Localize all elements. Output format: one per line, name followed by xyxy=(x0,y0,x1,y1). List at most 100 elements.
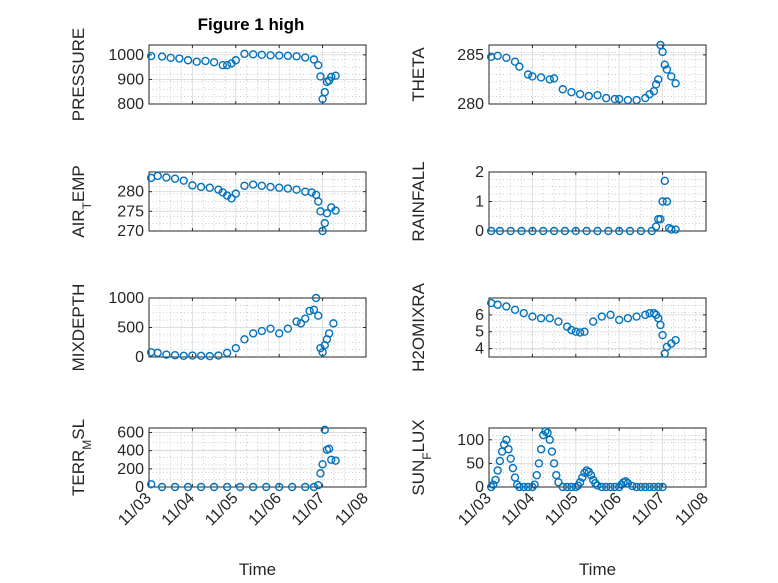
axes-frame xyxy=(488,297,707,358)
y-tick-label: 1 xyxy=(475,194,484,211)
data-point xyxy=(645,482,654,492)
data-point xyxy=(502,435,511,444)
y-tick-label: 280 xyxy=(457,96,484,113)
data-point xyxy=(517,226,526,236)
data-point xyxy=(615,315,624,325)
data-point xyxy=(183,56,193,65)
y-tick-label: 1000 xyxy=(108,290,144,307)
data-point xyxy=(656,214,665,224)
data-point xyxy=(588,317,598,326)
data-point xyxy=(510,57,520,66)
x-tick-label: 11/06 xyxy=(586,490,626,530)
data-point xyxy=(506,226,515,236)
data-point xyxy=(601,93,611,103)
data-point xyxy=(515,482,524,492)
data-point xyxy=(597,482,607,492)
data-point xyxy=(567,325,576,335)
ylabel: RAINFALL xyxy=(409,161,428,241)
data-point xyxy=(523,70,533,79)
data-point xyxy=(320,218,329,228)
y-tick-label: 200 xyxy=(117,461,144,478)
data-point xyxy=(623,314,633,323)
y-tick-label: 285 xyxy=(457,47,484,64)
data-point xyxy=(257,181,267,190)
data-point xyxy=(554,478,563,487)
data-point xyxy=(146,480,156,489)
data-point xyxy=(562,482,572,492)
data-point xyxy=(324,329,334,338)
data-point xyxy=(307,188,316,197)
ylabel: PRESSURE xyxy=(69,28,88,122)
y-tick-label: 800 xyxy=(117,96,144,113)
ylabel: SUNFLUX xyxy=(409,419,434,495)
data-point xyxy=(658,482,667,492)
data-point xyxy=(311,293,321,303)
data-point xyxy=(671,335,680,345)
data-point xyxy=(549,459,559,468)
data-point xyxy=(495,456,505,466)
axes-frame xyxy=(148,44,367,105)
data-point xyxy=(493,300,502,309)
y-tick-label: 600 xyxy=(117,425,144,442)
subplot-air-temp: 270 275 280 AIRTEMP xyxy=(69,165,367,240)
data-point xyxy=(606,310,615,320)
data-point xyxy=(491,475,500,485)
data-point xyxy=(166,53,175,62)
data-point xyxy=(671,79,680,88)
data-point xyxy=(314,197,323,206)
subplot-h2omixra: 456 H2OMIXRA xyxy=(409,282,707,372)
y-tick-label: 400 xyxy=(117,443,144,460)
data-point xyxy=(318,226,327,236)
data-point xyxy=(288,482,297,492)
data-point xyxy=(205,183,214,192)
x-tick-label: 11/05 xyxy=(202,490,242,530)
data-point xyxy=(318,460,327,469)
data-point xyxy=(606,482,615,492)
ylabel-rest: LUX xyxy=(409,419,428,452)
data-point xyxy=(329,319,338,328)
data-point xyxy=(309,482,319,492)
data-point xyxy=(248,50,258,59)
data-point xyxy=(218,60,227,70)
data-point xyxy=(545,75,554,84)
x-tick-label: 11/06 xyxy=(246,490,286,530)
data-point xyxy=(662,65,672,74)
data-point xyxy=(183,482,193,492)
y-tick-label: 1000 xyxy=(108,47,144,64)
data-point xyxy=(575,89,585,99)
data-point xyxy=(658,330,667,340)
x-tick-label: 11/08 xyxy=(672,490,712,530)
data-point xyxy=(209,58,219,67)
y-tick-label: 500 xyxy=(117,320,144,337)
data-point xyxy=(610,94,620,104)
data-point xyxy=(667,225,676,234)
ylabel: TERRMSL xyxy=(69,419,94,496)
data-point xyxy=(536,445,546,454)
data-point xyxy=(301,482,310,492)
data-point xyxy=(170,482,180,492)
data-point xyxy=(628,481,637,491)
data-point xyxy=(560,226,570,236)
data-point xyxy=(578,473,587,482)
data-point xyxy=(227,194,236,203)
data-point xyxy=(615,226,624,236)
ylabel-subscript: T xyxy=(80,201,94,209)
data-point xyxy=(667,72,676,81)
data-point xyxy=(654,482,663,492)
data-point xyxy=(309,305,319,314)
subplot-theta: 280 285 THETA xyxy=(409,40,707,113)
data-point xyxy=(331,206,340,215)
data-point xyxy=(162,350,171,359)
data-point xyxy=(506,454,515,463)
data-point xyxy=(316,469,325,478)
subplot-mixdepth: 0 500 1000 MIXDEPTH xyxy=(69,284,367,371)
data-point xyxy=(623,95,633,105)
data-point xyxy=(196,351,206,361)
y-tick-label: 5 xyxy=(475,324,484,341)
data-point xyxy=(196,182,206,192)
data-point xyxy=(222,348,232,358)
data-point xyxy=(582,226,591,236)
data-point xyxy=(305,306,314,316)
data-point xyxy=(528,72,537,81)
